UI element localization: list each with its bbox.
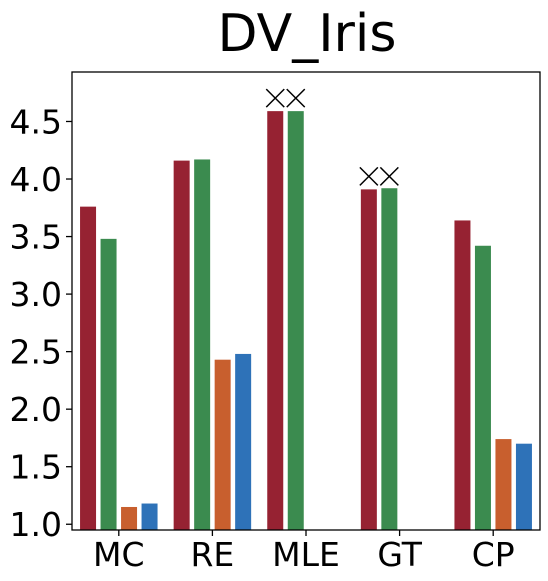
- plot-frame: [71, 71, 541, 531]
- missing-marker-gt-1: [359, 166, 379, 186]
- missing-marker-gt-2: [379, 166, 399, 186]
- y-axis: 1.0 1.5 2.0 2.5 3.0 3.5 4.0 4.5: [10, 102, 72, 544]
- chart-title: DV_Iris: [218, 4, 397, 64]
- bar-cp-series-3: [495, 439, 512, 530]
- x-tick-label-mc: MC: [93, 535, 145, 574]
- y-tick-label-6: 4.0: [10, 160, 62, 199]
- y-tick-label-3: 2.5: [10, 333, 62, 372]
- bar-gt-series-2: [381, 188, 398, 531]
- y-tick-label-0: 1.0: [10, 505, 62, 544]
- y-tick-label-1: 1.5: [10, 448, 62, 487]
- bar-mc-series-2: [100, 238, 117, 531]
- bar-mc-series-4: [141, 503, 158, 530]
- bar-cp-series-1: [454, 220, 471, 530]
- bar-mle-series-1: [267, 111, 284, 530]
- bar-mle-series-2: [287, 111, 304, 530]
- x-tick-label-gt: GT: [377, 535, 422, 574]
- y-tick-label-5: 3.5: [10, 218, 62, 257]
- x-tick-label-re: RE: [191, 535, 235, 574]
- y-tick-label-7: 4.5: [10, 102, 62, 141]
- x-axis: MC RE MLE GT CP: [93, 530, 515, 574]
- bars-layer: [80, 111, 532, 531]
- y-tick-label-4: 3.0: [10, 275, 62, 314]
- bar-re-series-2: [194, 159, 211, 530]
- x-tick-label-cp: CP: [472, 535, 515, 574]
- bar-cp-series-2: [474, 245, 491, 530]
- bar-re-series-1: [173, 160, 190, 531]
- missing-marker-mle-2: [286, 88, 306, 108]
- bar-mc-series-1: [80, 206, 97, 530]
- y-tick-label-2: 2.0: [10, 390, 62, 429]
- bar-re-series-4: [235, 353, 252, 530]
- missing-markers-layer: [265, 88, 399, 186]
- bar-gt-series-1: [360, 189, 377, 530]
- x-tick-label-mle: MLE: [272, 535, 340, 574]
- bar-re-series-3: [214, 359, 231, 530]
- missing-marker-mle-1: [265, 88, 285, 108]
- bar-cp-series-4: [515, 443, 532, 530]
- bar-mc-series-3: [121, 506, 138, 530]
